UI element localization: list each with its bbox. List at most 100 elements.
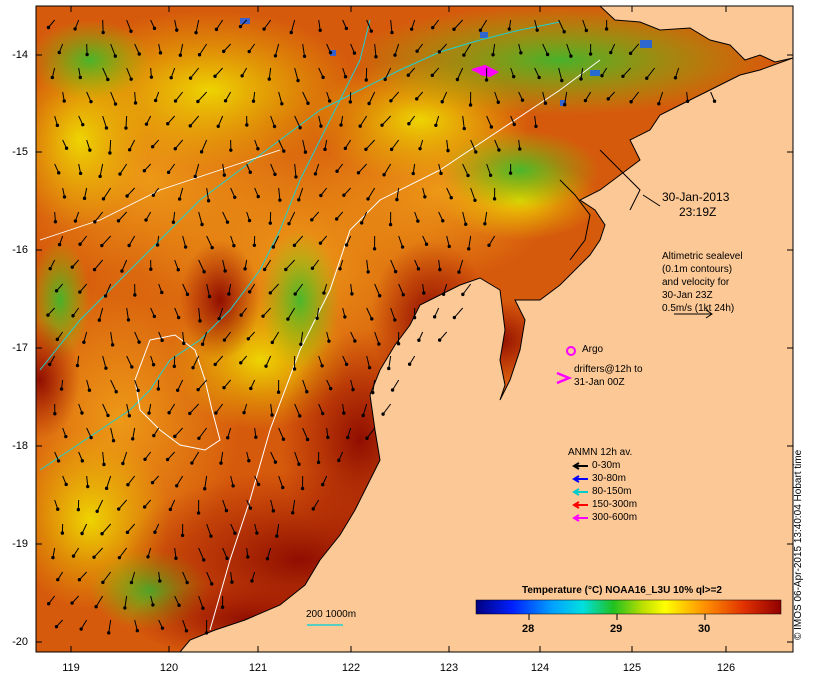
anmn-legend-arrowhead [572, 501, 580, 509]
velocity-arrow [270, 163, 276, 175]
velocity-arrow-head [381, 412, 385, 416]
velocity-arrow-head [137, 340, 141, 344]
velocity-arrow [394, 43, 400, 56]
velocity-arrow-head [175, 484, 179, 488]
velocity-arrow [177, 379, 184, 391]
velocity-arrow-head [271, 245, 276, 249]
velocity-arrow-head [350, 292, 354, 296]
velocity-arrow-head [297, 462, 301, 466]
velocity-arrow-head [173, 434, 177, 439]
velocity-arrow-head [76, 507, 81, 512]
velocity-arrow-head [416, 267, 421, 271]
velocity-arrow-head [191, 365, 195, 370]
velocity-arrow-head [166, 121, 170, 126]
velocity-arrow-head [151, 603, 155, 607]
velocity-arrow-head [303, 150, 308, 154]
velocity-arrow-head [78, 171, 83, 176]
velocity-arrow-head [142, 505, 147, 509]
velocity-arrow-head [342, 193, 346, 197]
velocity-arrow-head [251, 99, 256, 103]
velocity-arrow [292, 499, 296, 513]
velocity-arrow [222, 499, 227, 511]
velocity-arrow-head [407, 362, 412, 366]
velocity-arrow-head [351, 387, 355, 392]
velocity-arrow-head [156, 387, 161, 391]
velocity-arrow-head [57, 171, 61, 175]
velocity-arrow-head [185, 292, 190, 297]
velocity-arrow [102, 403, 109, 416]
velocity-arrow-head [230, 580, 234, 584]
velocity-arrow [358, 163, 368, 174]
velocity-arrow [390, 307, 396, 321]
velocity-arrow-head [144, 218, 148, 222]
velocity-arrow-head [455, 77, 460, 82]
velocity-arrow [294, 67, 299, 81]
velocity-arrow-head [55, 123, 60, 128]
velocity-arrow-head [393, 53, 397, 57]
velocity-arrow-head [233, 531, 237, 535]
velocity-arrow [201, 139, 208, 153]
velocity-arrow-head [94, 605, 98, 609]
velocity-arrow-head [87, 388, 92, 392]
velocity-arrow-head [158, 51, 163, 55]
velocity-arrow-head [82, 196, 87, 201]
velocity-arrow [384, 67, 392, 80]
velocity-arrow-head [71, 314, 75, 318]
velocity-arrow-head [116, 507, 121, 511]
velocity-arrow [294, 163, 297, 177]
velocity-arrow-head [245, 123, 249, 127]
velocity-arrow [272, 235, 280, 248]
velocity-arrow-head [108, 151, 112, 155]
velocity-arrow [108, 619, 112, 633]
velocity-arrow-head [209, 534, 213, 538]
velocity-arrow-head [366, 197, 370, 201]
velocity-arrow [392, 379, 400, 391]
velocity-arrow [492, 43, 496, 55]
velocity-arrow-head [628, 51, 633, 56]
velocity-arrow-head [225, 556, 229, 561]
velocity-arrow [86, 139, 91, 151]
velocity-arrow [462, 283, 472, 295]
velocity-arrow [168, 403, 176, 413]
velocity-arrow-head [416, 219, 420, 223]
lat-label: -15 [12, 146, 28, 158]
velocity-arrow-head [478, 28, 483, 32]
velocity-arrow-head [313, 172, 318, 176]
velocity-arrow-head [106, 413, 110, 418]
velocity-arrows [46, 19, 717, 635]
anmn-legend-item: 300-600m [592, 512, 638, 523]
velocity-arrow-head [311, 507, 315, 511]
velocity-arrow [102, 571, 112, 583]
velocity-arrow [383, 163, 392, 176]
velocity-arrow [134, 43, 140, 55]
velocity-arrow [368, 91, 376, 104]
velocity-arrow-head [204, 631, 209, 635]
velocity-arrow [131, 571, 136, 583]
velocity-arrow-head [335, 169, 339, 173]
velocity-arrow-head [316, 460, 321, 465]
velocity-arrow-head [46, 601, 51, 606]
lon-label: 121 [248, 662, 268, 674]
velocity-arrow [312, 499, 320, 510]
velocity-arrow-head [415, 49, 419, 53]
velocity-arrow [438, 43, 448, 53]
anmn-legend-item: 0-30m [592, 460, 621, 471]
velocity-arrow-head [447, 244, 451, 249]
velocity-arrow [462, 115, 465, 129]
velocity-arrow-head [464, 222, 468, 226]
velocity-arrow [484, 211, 488, 224]
velocity-arrow-head [54, 624, 59, 629]
velocity-arrow [190, 67, 200, 79]
velocity-arrow-head [467, 247, 471, 251]
velocity-arrow [558, 67, 563, 81]
velocity-arrow-head [305, 390, 309, 394]
velocity-arrow-head [85, 52, 89, 57]
velocity-arrow [366, 259, 369, 272]
velocity-arrow [374, 331, 380, 345]
plot-frame [35, 5, 794, 653]
velocity-arrow [439, 331, 448, 341]
velocity-arrow-head [369, 29, 373, 33]
velocity-arrow-head [322, 291, 326, 295]
velocity-arrow-head [437, 338, 442, 342]
velocity-arrow [189, 403, 200, 414]
